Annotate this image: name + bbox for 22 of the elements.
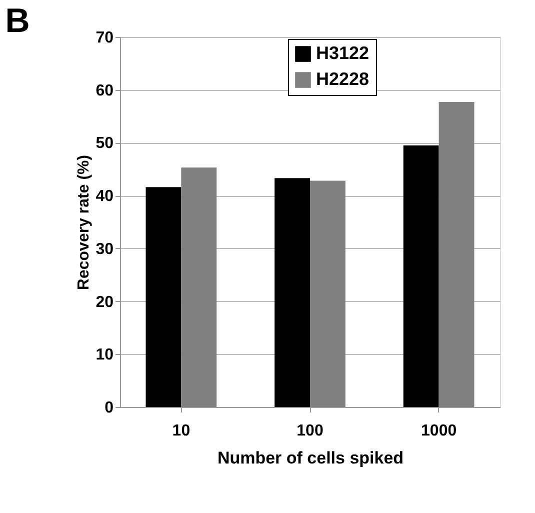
bar bbox=[403, 145, 439, 407]
bar bbox=[438, 102, 474, 407]
chart-title: B bbox=[5, 2, 30, 40]
x-axis-title: Number of cells spiked bbox=[217, 448, 404, 468]
y-tick-label: 30 bbox=[96, 240, 114, 258]
y-tick-label: 60 bbox=[96, 82, 114, 100]
y-tick-label: 0 bbox=[104, 400, 114, 416]
y-tick-label: 20 bbox=[96, 294, 114, 311]
legend-label: H2228 bbox=[316, 69, 370, 89]
x-tick-label: 10 bbox=[172, 422, 190, 440]
y-tick-label: 50 bbox=[96, 135, 114, 152]
y-tick-label: 70 bbox=[96, 30, 114, 46]
x-tick-label: 100 bbox=[296, 422, 324, 440]
y-axis-title: Recovery rate (%) bbox=[76, 154, 93, 290]
y-tick-label: 10 bbox=[96, 346, 114, 364]
bar bbox=[310, 180, 346, 407]
x-tick-label: 1000 bbox=[421, 422, 457, 440]
y-tick-label: 40 bbox=[96, 188, 114, 206]
bar bbox=[274, 178, 310, 407]
bar bbox=[181, 168, 217, 407]
legend-label: H3122 bbox=[316, 43, 370, 63]
bar bbox=[146, 187, 182, 407]
